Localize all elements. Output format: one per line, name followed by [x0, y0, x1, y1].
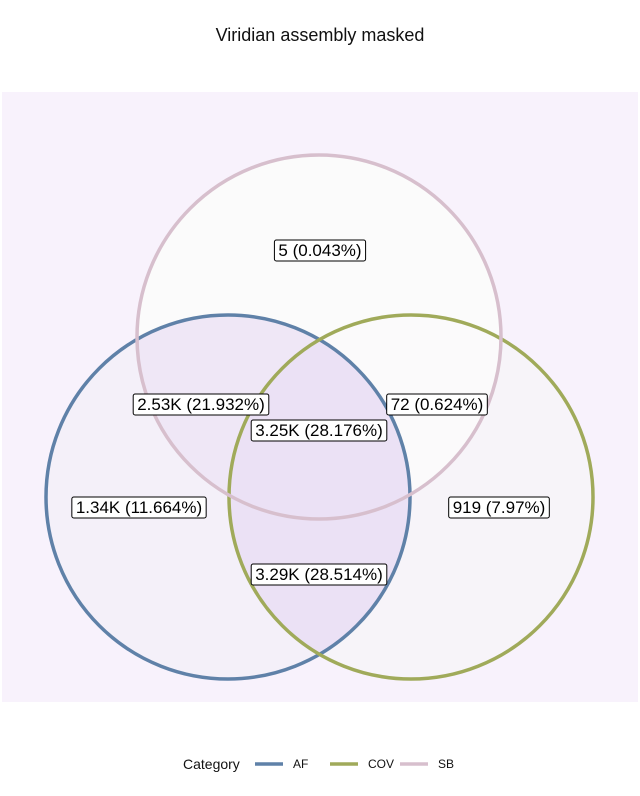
chart-title: Viridian assembly masked: [216, 25, 425, 45]
region-label-cov-sb: 72 (0.624%): [386, 393, 488, 416]
label-text: 1.34K (11.664%): [76, 498, 202, 517]
legend: Category AF COV SB: [183, 756, 454, 772]
region-label-sb: 5 (0.043%): [273, 239, 367, 262]
legend-label-sb: SB: [438, 757, 454, 771]
region-label-cov: 919 (7.97%): [448, 496, 550, 519]
label-box: [132, 393, 270, 416]
label-box: [250, 419, 388, 442]
label-box: [250, 563, 388, 586]
label-text: 919 (7.97%): [453, 498, 546, 517]
label-box: [448, 496, 550, 519]
region-label-af: 1.34K (11.664%): [71, 496, 207, 519]
legend-title: Category: [183, 756, 240, 772]
circle-af: [44, 313, 412, 681]
region-label-af-sb: 2.53K (21.932%): [132, 393, 270, 416]
region-labels: 5 (0.043%) 2.53K (21.932%) 72 (0.624%) 3.25…: [71, 239, 550, 586]
set-circles: [44, 153, 595, 681]
label-text: 3.29K (28.514%): [255, 565, 383, 584]
label-text: 2.53K (21.932%): [137, 395, 265, 414]
label-text: 72 (0.624%): [391, 395, 484, 414]
legend-label-cov: COV: [368, 757, 394, 771]
circle-sb: [135, 153, 503, 521]
label-box: [386, 393, 488, 416]
region-label-af-cov-sb: 3.25K (28.176%): [250, 419, 388, 442]
label-text: 3.25K (28.176%): [255, 421, 383, 440]
label-box: [273, 239, 367, 262]
label-box: [71, 496, 207, 519]
region-label-af-cov: 3.29K (28.514%): [250, 563, 388, 586]
legend-label-af: AF: [293, 757, 308, 771]
label-text: 5 (0.043%): [278, 241, 361, 260]
